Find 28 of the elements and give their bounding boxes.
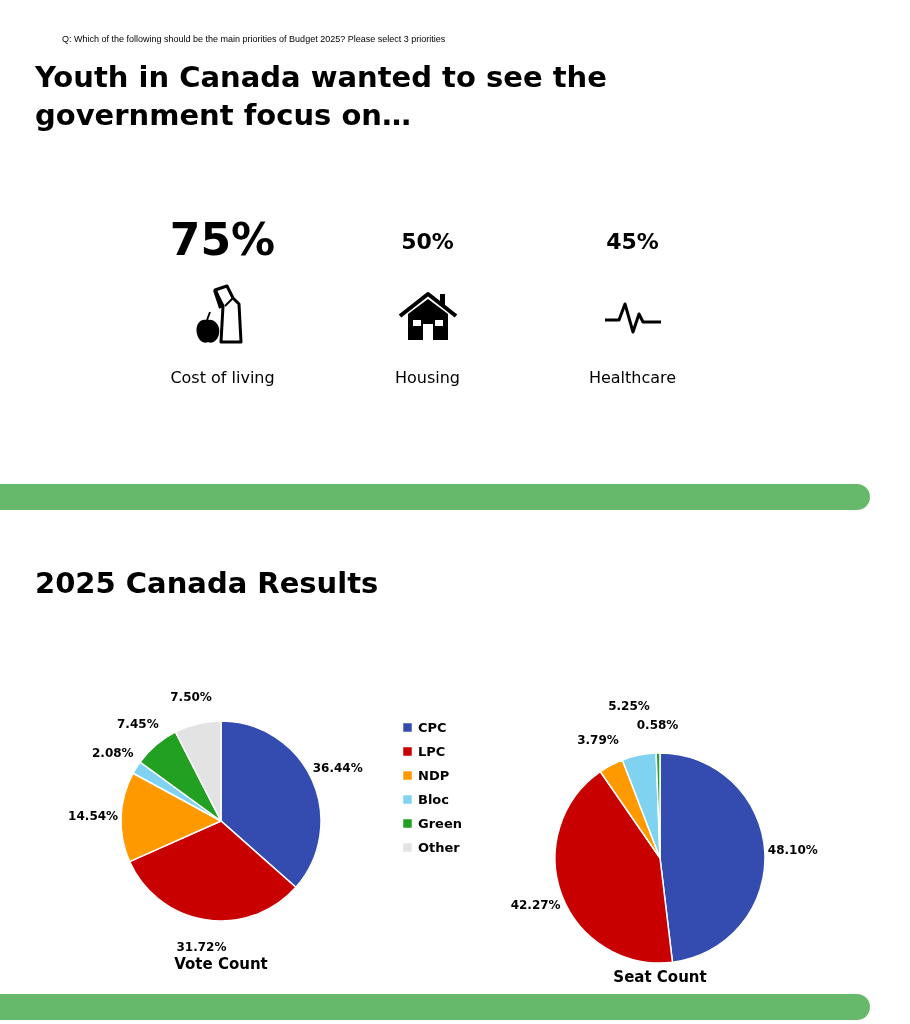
- data-label: 42.27%: [510, 898, 561, 913]
- legend-label: Green: [418, 815, 462, 831]
- data-label: 14.54%: [68, 808, 119, 823]
- data-label: 7.50%: [170, 689, 212, 704]
- data-label: 75%: [169, 214, 276, 265]
- category-label: Housing: [394, 368, 461, 387]
- data-label: 31.72%: [176, 940, 227, 955]
- text: Vote Count: [174, 955, 268, 974]
- data-label: 45%: [606, 229, 659, 254]
- legend-label: Bloc: [418, 791, 450, 807]
- data-label: 48.10%: [767, 843, 818, 858]
- data-label: 36.44%: [312, 761, 363, 776]
- chart-title: 2025 Canada Results: [35, 566, 379, 600]
- data-label: 3.79%: [577, 733, 619, 748]
- data-label: 5.25%: [608, 699, 650, 714]
- data-label: 0.58%: [636, 718, 679, 733]
- data-label: 2.08%: [91, 745, 134, 760]
- legend-label: LPC: [418, 743, 446, 759]
- legend-label: CPC: [418, 719, 447, 735]
- legend-label: NDP: [418, 767, 450, 783]
- legend-label: Other: [418, 839, 461, 855]
- text: Seat Count: [613, 968, 707, 986]
- category-label: Healthcare: [588, 368, 677, 387]
- category-label: Cost of living: [170, 368, 275, 387]
- text: Youth in Canada wanted to see the government focus on…: [35, 59, 608, 134]
- data-label: 50%: [401, 229, 454, 254]
- data-label: 7.45%: [117, 716, 159, 731]
- text: Q: Which of the following should be the main priorities of Budget 2025? Please select 3 priorities: [62, 34, 446, 44]
